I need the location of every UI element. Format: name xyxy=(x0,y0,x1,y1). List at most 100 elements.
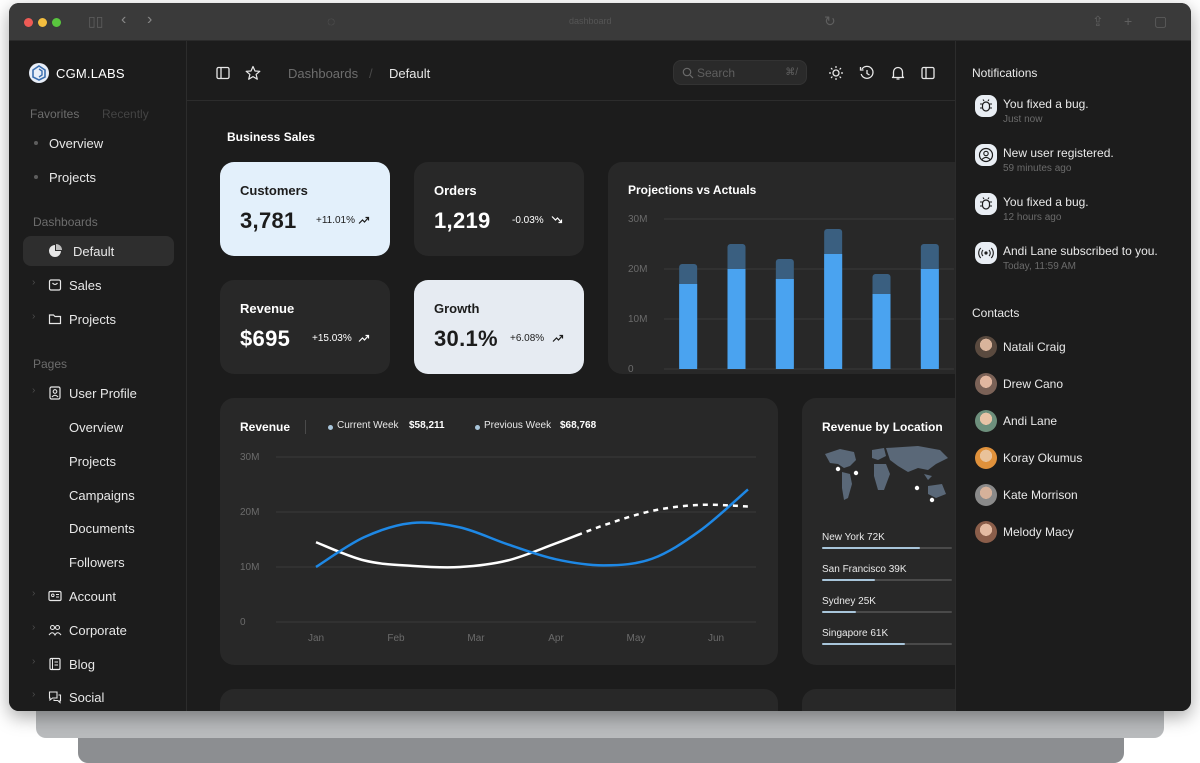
panel-toggle-icon[interactable] xyxy=(921,66,935,80)
sidebar-item-projects[interactable]: › Projects xyxy=(23,304,174,334)
sidebar-label: Default xyxy=(73,244,115,259)
forward-icon[interactable]: › xyxy=(147,11,153,28)
contact-item[interactable]: Drew Cano xyxy=(956,373,1191,395)
close-window-button[interactable] xyxy=(24,18,33,27)
stat-title: Revenue xyxy=(240,301,295,316)
contact-item[interactable]: Natali Craig xyxy=(956,336,1191,358)
bar-actual[interactable] xyxy=(727,269,746,369)
title-divider xyxy=(305,420,306,434)
avatar xyxy=(975,484,997,506)
star-icon[interactable] xyxy=(245,65,261,81)
sidebar-item-blog[interactable]: › Blog xyxy=(23,649,174,679)
location-label-singapore: Singapore 61K xyxy=(822,628,889,639)
dashboard-app: CGM.LABS Favorites Recently Overview Pro… xyxy=(9,41,1191,711)
notification-title: You fixed a bug. xyxy=(1003,97,1089,111)
sidebar-toggle-icon[interactable]: ▯▯ xyxy=(88,13,104,29)
reload-icon[interactable]: ↻ xyxy=(824,13,836,29)
line-x-tick: Apr xyxy=(548,633,564,644)
bug-icon xyxy=(975,95,997,117)
contact-item[interactable]: Melody Macy xyxy=(956,521,1191,543)
sub-item-documents[interactable]: Documents xyxy=(23,513,174,543)
avatar xyxy=(975,373,997,395)
location-fill xyxy=(822,547,921,549)
bar-actual[interactable] xyxy=(679,284,698,369)
sub-item-overview[interactable]: Overview xyxy=(23,412,174,442)
sidebar-label: User Profile xyxy=(69,386,137,401)
breadcrumb-dashboards[interactable]: Dashboards xyxy=(288,66,359,81)
stat-card-customers[interactable]: Customers 3,781 +11.01% xyxy=(220,162,390,256)
share-icon[interactable]: ⇪ xyxy=(1092,13,1104,29)
avatar xyxy=(975,521,997,543)
user-icon xyxy=(975,144,997,166)
shopping-bag-icon xyxy=(48,279,62,291)
line-y-tick: 20M xyxy=(240,507,259,518)
chevron-right-icon: › xyxy=(32,311,36,322)
bar-y-tick: 0 xyxy=(628,364,634,374)
stat-card-growth[interactable]: Growth 30.1% +6.08% xyxy=(414,280,584,374)
notification-item[interactable]: Andi Lane subscribed to you. Today, 11:5… xyxy=(956,242,1191,282)
avatar xyxy=(975,447,997,469)
users-icon xyxy=(48,624,62,637)
stat-change: -0.03% xyxy=(512,215,544,226)
sun-icon[interactable] xyxy=(828,65,844,81)
maximize-window-button[interactable] xyxy=(52,18,61,27)
sidebar-item-social[interactable]: › Social xyxy=(23,682,174,711)
sidebar-label: Corporate xyxy=(69,623,127,638)
tabs-overview-icon[interactable]: ▢ xyxy=(1154,13,1168,29)
minimize-window-button[interactable] xyxy=(38,18,47,27)
location-fill xyxy=(822,611,857,613)
breadcrumb-default[interactable]: Default xyxy=(389,66,431,81)
contact-name: Koray Okumus xyxy=(1003,451,1083,465)
add-tab-icon[interactable]: + xyxy=(1124,13,1133,29)
location-label-san-francisco: San Francisco 39K xyxy=(822,564,907,575)
tab-favorites[interactable]: Favorites xyxy=(30,107,80,121)
sidebar-item-account[interactable]: › Account xyxy=(23,581,174,611)
revenue-chart-title: Revenue xyxy=(240,420,291,434)
favorite-item-projects[interactable]: Projects xyxy=(23,162,174,192)
sidebar-item-default[interactable]: Default xyxy=(23,236,174,266)
trend-up-icon xyxy=(358,334,370,342)
history-icon[interactable] xyxy=(859,65,875,81)
favorite-item-overview[interactable]: Overview xyxy=(23,128,174,158)
browser-titlebar: ▯▯ ‹ › ◌ dashboard ↻ ⇪ + ▢ xyxy=(9,3,1191,41)
contacts-title: Contacts xyxy=(972,306,1020,320)
folder-icon xyxy=(48,314,62,325)
notification-time: Just now xyxy=(1003,114,1043,125)
sub-item-campaigns[interactable]: Campaigns xyxy=(23,480,174,510)
stat-card-orders[interactable]: Orders 1,219 -0.03% xyxy=(414,162,584,256)
notification-item[interactable]: New user registered. 59 minutes ago xyxy=(956,144,1191,184)
address-bar[interactable]: dashboard xyxy=(569,16,612,26)
back-icon[interactable]: ‹ xyxy=(121,11,127,28)
contact-name: Melody Macy xyxy=(1003,525,1074,539)
bell-icon[interactable] xyxy=(890,65,906,81)
bar-actual[interactable] xyxy=(824,254,843,369)
stat-card-revenue[interactable]: Revenue $695 +15.03% xyxy=(220,280,390,374)
sub-item-followers[interactable]: Followers xyxy=(23,547,174,577)
sidebar-toggle-icon[interactable] xyxy=(216,66,230,80)
bar-actual[interactable] xyxy=(872,294,891,369)
contact-item[interactable]: Koray Okumus xyxy=(956,447,1191,469)
pages-section-label: Pages xyxy=(33,357,68,371)
sidebar-item-sales[interactable]: › Sales xyxy=(23,270,174,300)
revenue-line-chart: 30M 20M 10M 0 Jan Feb Mar Apr May Jun xyxy=(240,452,756,644)
tab-recently[interactable]: Recently xyxy=(102,107,149,121)
location-title: Revenue by Location xyxy=(822,420,943,434)
bar-actual[interactable] xyxy=(775,279,794,369)
notification-item[interactable]: You fixed a bug. Just now xyxy=(956,95,1191,135)
contact-name: Kate Morrison xyxy=(1003,488,1078,502)
contact-item[interactable]: Andi Lane xyxy=(956,410,1191,432)
notifications-title: Notifications xyxy=(972,66,1038,80)
world-map-icon xyxy=(825,446,948,503)
notification-time: 59 minutes ago xyxy=(1003,163,1072,174)
notification-item[interactable]: You fixed a bug. 12 hours ago xyxy=(956,193,1191,233)
sidebar-item-user-profile[interactable]: › User Profile xyxy=(23,378,174,408)
bar-actual[interactable] xyxy=(920,269,939,369)
projections-title: Projections vs Actuals xyxy=(628,183,757,197)
sub-item-projects[interactable]: Projects xyxy=(23,446,174,476)
notification-time: 12 hours ago xyxy=(1003,212,1062,223)
sidebar-item-corporate[interactable]: › Corporate xyxy=(23,615,174,645)
search-input[interactable]: Search ⌘/ xyxy=(673,60,807,85)
section-title: Business Sales xyxy=(227,130,316,144)
avatar xyxy=(975,410,997,432)
contact-item[interactable]: Kate Morrison xyxy=(956,484,1191,506)
